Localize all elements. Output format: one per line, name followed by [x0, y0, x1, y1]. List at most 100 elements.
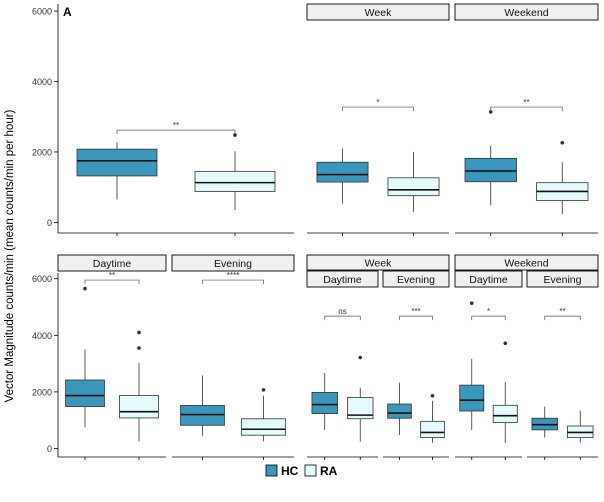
sig-bracket [324, 315, 361, 321]
outlier-point [261, 388, 266, 392]
outer-strip-label: Week [365, 258, 392, 270]
legend-label-ra: RA [320, 464, 338, 478]
box-hc [531, 406, 558, 460]
sig-bracket [544, 315, 581, 321]
facet-strip [171, 254, 295, 272]
y-tick-label: 2000 [32, 147, 52, 157]
facet: Evening *** [382, 270, 450, 460]
box-iqr [492, 404, 518, 424]
box-iqr [180, 405, 225, 426]
box-ra [241, 388, 286, 460]
box-ra [387, 151, 440, 236]
facet-strip-label: Evening [397, 274, 435, 286]
sig-bracket [490, 106, 563, 112]
sig-label: ** [173, 121, 179, 130]
facet-strip-label: Weekend [504, 7, 548, 19]
box-ra [347, 355, 374, 460]
sig-label: *** [411, 307, 420, 316]
panel-B: BWeek*Weekend** [306, 3, 599, 236]
y-tick-label: 6000 [32, 7, 52, 17]
box-ra [420, 393, 445, 460]
box-iqr [459, 384, 485, 412]
facet: Evening ** [526, 270, 599, 460]
panel-D: DWeekWeekendDaytimensEvening***Daytime*E… [306, 254, 599, 460]
sig-bracket [116, 129, 236, 135]
facet-strip-label: Daytime [323, 274, 362, 286]
facet-strip [57, 254, 167, 272]
box-ra [536, 140, 589, 236]
facet-strip [306, 270, 379, 288]
outlier-point [83, 286, 87, 291]
y-tick-label: 4000 [32, 77, 52, 87]
panel-C: C0200040006000Daytime**Evening**** [32, 254, 295, 460]
sig-label: * [487, 307, 490, 316]
box-iqr [464, 157, 517, 183]
outer-strip [306, 254, 450, 271]
y-tick-label: 2000 [32, 387, 52, 397]
facet-strip [306, 3, 450, 21]
facet-strip-label: Evening [214, 258, 252, 270]
sig-bracket [202, 279, 264, 285]
facet-strip [382, 270, 450, 288]
box-iqr [311, 391, 338, 414]
outlier-point [503, 341, 508, 346]
facet: Daytime** [57, 254, 167, 460]
y-tick-label: 4000 [32, 331, 52, 341]
sig-label: * [376, 98, 379, 107]
box-iqr [387, 177, 440, 197]
legend-label-hc: HC [281, 464, 299, 478]
facet-strip-label: Week [365, 7, 392, 19]
sig-bracket [399, 315, 433, 321]
box-hc [464, 110, 517, 236]
sig-label: ** [109, 271, 115, 280]
box-iqr [241, 418, 286, 436]
outlier-point [560, 140, 565, 145]
facet: Daytime * [454, 270, 523, 460]
outlier-point [430, 393, 435, 398]
outlier-point [137, 346, 141, 350]
box-ra [567, 410, 594, 460]
outlier-point [469, 301, 474, 306]
legend-swatch-ra [304, 464, 317, 477]
box-hc [316, 148, 369, 236]
facet-strip [454, 270, 523, 288]
facet-strip-label: Evening [544, 274, 582, 286]
facet: Daytime ns [306, 270, 379, 460]
sig-label: ** [559, 307, 565, 316]
box-iqr [65, 379, 105, 408]
plot-area: A0200040006000**BWeek*Weekend**C02000400… [32, 3, 599, 460]
box-iqr [387, 403, 412, 419]
box-hc [311, 373, 338, 460]
legend-swatch-hc [265, 464, 278, 477]
sig-label: **** [227, 271, 239, 280]
facet: ** [58, 121, 294, 236]
sig-bracket [84, 279, 140, 285]
box-hc [76, 142, 158, 236]
box-ra [119, 330, 159, 460]
facet: Evening**** [171, 254, 295, 460]
facet: Week * [306, 3, 450, 236]
facet-strip [526, 270, 599, 288]
panel-A: A 0 2000 4000 6000 ** [32, 4, 294, 236]
y-axis-label: Vector Magnitude counts/min (mean counts… [4, 109, 16, 402]
sig-label: ns [338, 307, 346, 316]
box-hc [180, 375, 225, 460]
y-tick-label: 0 [47, 444, 52, 454]
outlier-point [358, 355, 363, 360]
outer-strip [454, 254, 599, 271]
sig-bracket [471, 315, 506, 321]
panel-letter: A [63, 5, 72, 19]
legend: HC RA [265, 464, 338, 478]
sig-label: ** [523, 98, 529, 107]
facet-strip [454, 3, 599, 21]
box-iqr [119, 395, 159, 419]
box-iqr [420, 420, 445, 439]
facet-strip-label: Daytime [93, 258, 132, 270]
box-hc [65, 286, 105, 460]
outlier-point [488, 110, 493, 114]
box-iqr [194, 170, 276, 192]
box-ra [194, 133, 276, 236]
y-tick-label: 6000 [32, 274, 52, 284]
box-iqr [347, 397, 374, 420]
